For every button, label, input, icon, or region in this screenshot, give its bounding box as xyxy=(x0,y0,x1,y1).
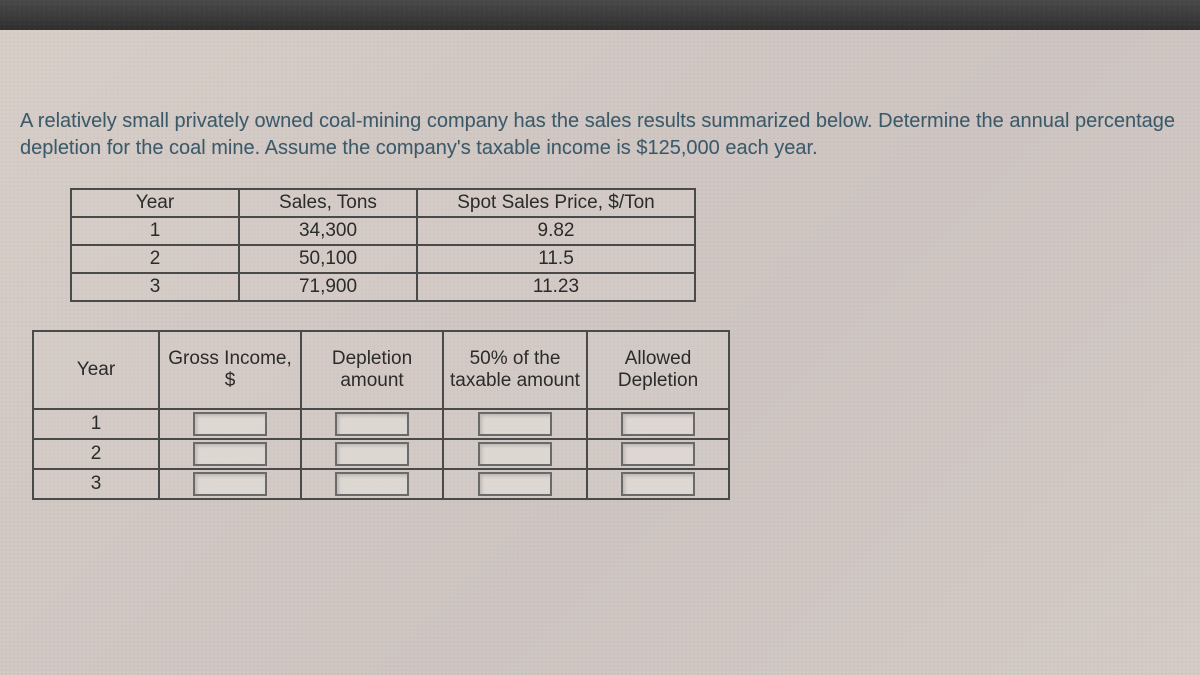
question-prompt: A relatively small privately owned coal-… xyxy=(20,108,1180,162)
cell-sales: 34,300 xyxy=(239,217,417,245)
sales-data-table: Year Sales, Tons Spot Sales Price, $/Ton… xyxy=(70,188,696,302)
allowed-depletion-input[interactable] xyxy=(621,412,695,436)
allowed-depletion-input[interactable] xyxy=(621,472,695,496)
window-top-bar xyxy=(0,0,1200,30)
cell-input xyxy=(159,469,301,499)
cell-input xyxy=(443,409,587,439)
cell-year: 1 xyxy=(33,409,159,439)
cell-sales: 50,100 xyxy=(239,245,417,273)
cell-year: 2 xyxy=(71,245,239,273)
table-row: 1 xyxy=(33,409,729,439)
table-header-row: Year Gross Income, $ Depletion amount 50… xyxy=(33,331,729,409)
fifty-percent-input[interactable] xyxy=(478,412,552,436)
table-row: 3 71,900 11.23 xyxy=(71,273,695,301)
cell-spot: 11.5 xyxy=(417,245,695,273)
cell-input xyxy=(443,469,587,499)
depletion-amount-input[interactable] xyxy=(335,442,409,466)
col-allowed-header: Allowed Depletion xyxy=(587,331,729,409)
col-spot-header: Spot Sales Price, $/Ton xyxy=(417,189,695,217)
question-content: A relatively small privately owned coal-… xyxy=(0,30,1200,520)
gross-income-input[interactable] xyxy=(193,442,267,466)
depletion-amount-input[interactable] xyxy=(335,412,409,436)
col-year-header: Year xyxy=(33,331,159,409)
fifty-percent-input[interactable] xyxy=(478,472,552,496)
cell-input xyxy=(587,439,729,469)
depletion-input-table: Year Gross Income, $ Depletion amount 50… xyxy=(32,330,730,500)
gross-income-input[interactable] xyxy=(193,472,267,496)
col-gross-header: Gross Income, $ xyxy=(159,331,301,409)
cell-year: 2 xyxy=(33,439,159,469)
cell-spot: 11.23 xyxy=(417,273,695,301)
table-header-row: Year Sales, Tons Spot Sales Price, $/Ton xyxy=(71,189,695,217)
table-row: 3 xyxy=(33,469,729,499)
cell-input xyxy=(443,439,587,469)
col-fifty-header: 50% of the taxable amount xyxy=(443,331,587,409)
gross-income-input[interactable] xyxy=(193,412,267,436)
cell-input xyxy=(159,439,301,469)
cell-input xyxy=(301,409,443,439)
cell-spot: 9.82 xyxy=(417,217,695,245)
col-depletion-header: Depletion amount xyxy=(301,331,443,409)
table-row: 2 50,100 11.5 xyxy=(71,245,695,273)
fifty-percent-input[interactable] xyxy=(478,442,552,466)
depletion-amount-input[interactable] xyxy=(335,472,409,496)
cell-input xyxy=(587,409,729,439)
cell-year: 3 xyxy=(71,273,239,301)
allowed-depletion-input[interactable] xyxy=(621,442,695,466)
cell-input xyxy=(301,469,443,499)
col-year-header: Year xyxy=(71,189,239,217)
cell-input xyxy=(301,439,443,469)
cell-year: 1 xyxy=(71,217,239,245)
table-row: 1 34,300 9.82 xyxy=(71,217,695,245)
cell-input xyxy=(159,409,301,439)
cell-year: 3 xyxy=(33,469,159,499)
col-sales-header: Sales, Tons xyxy=(239,189,417,217)
table-row: 2 xyxy=(33,439,729,469)
cell-input xyxy=(587,469,729,499)
cell-sales: 71,900 xyxy=(239,273,417,301)
